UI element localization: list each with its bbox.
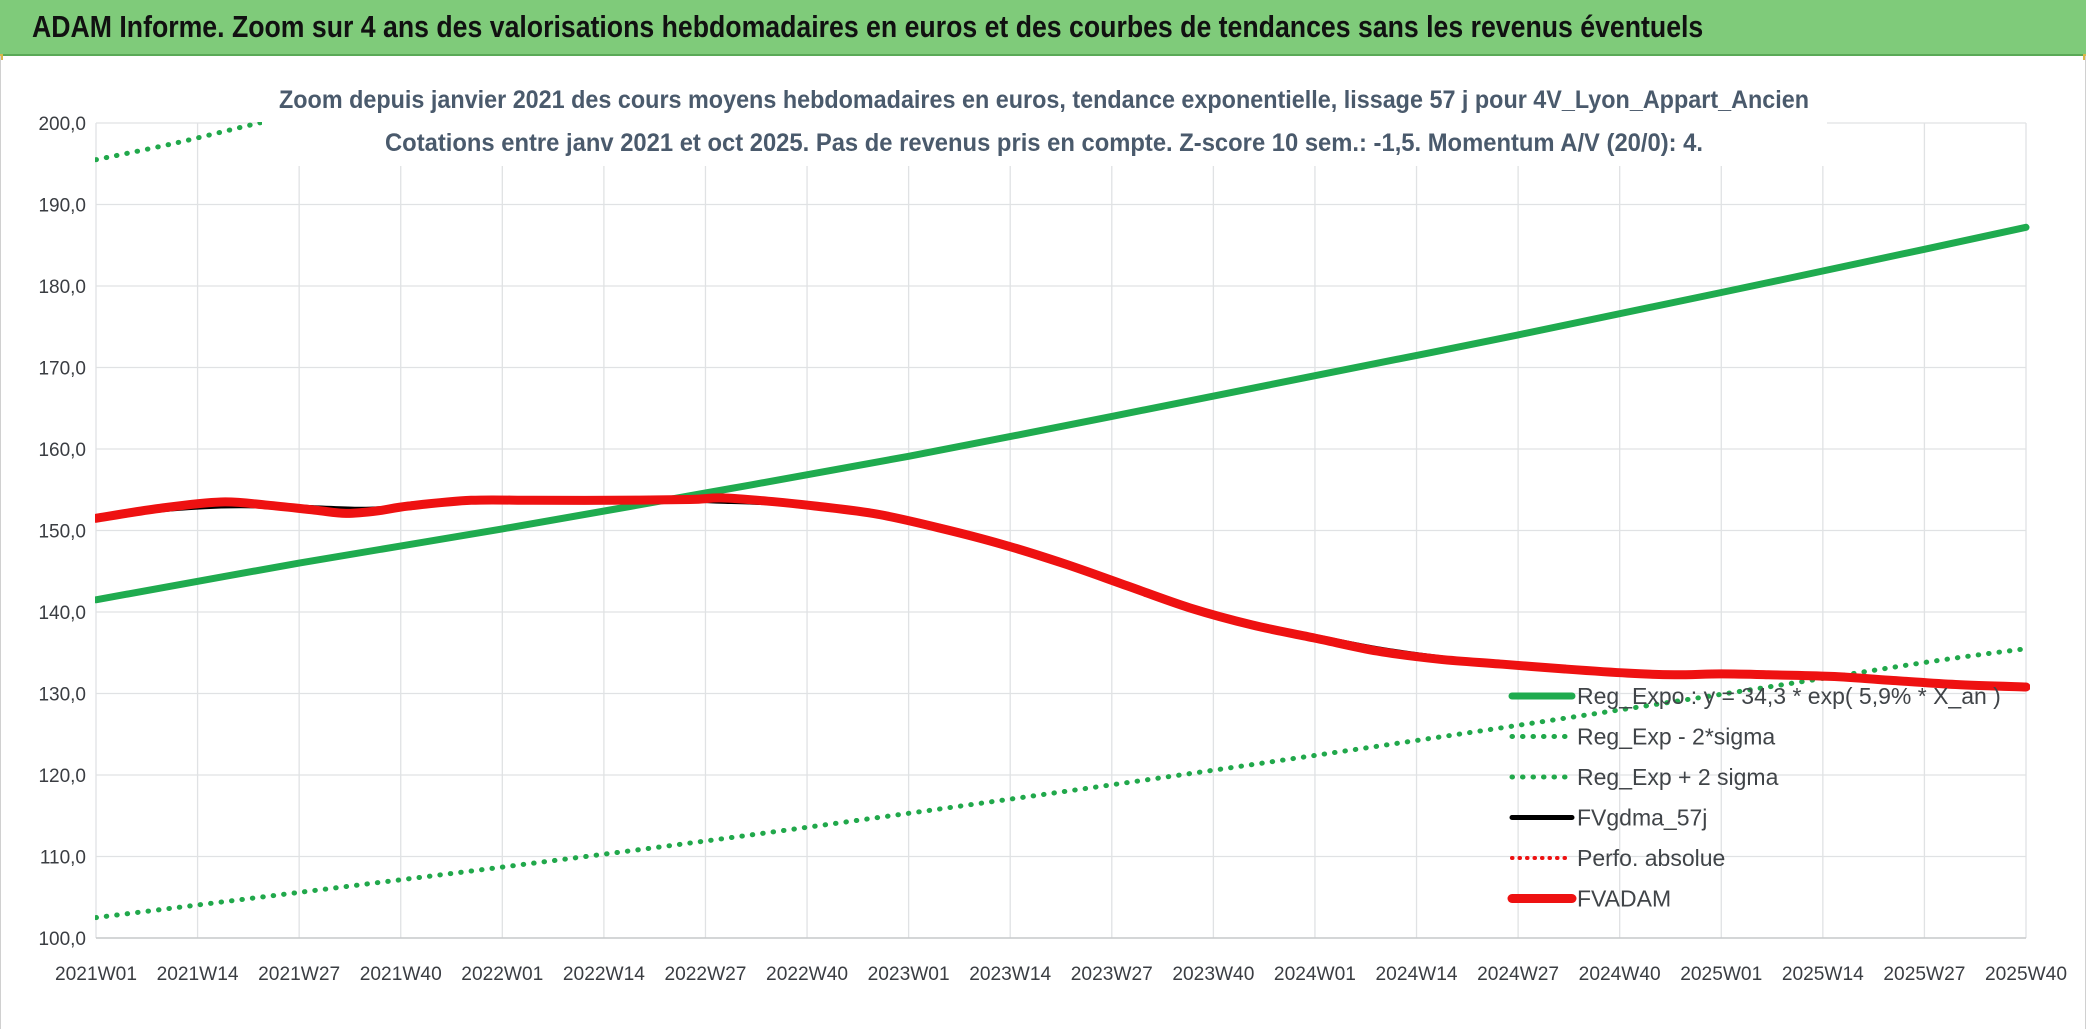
x-tick-label: 2023W01	[868, 964, 950, 985]
grid-layer	[95, 122, 2027, 939]
series-layer	[95, 122, 2030, 921]
legend: Reg_Expo : y = 34,3 * exp( 5,9% * X_an )…	[1507, 683, 2001, 912]
y-tick-label: 160,0	[38, 440, 86, 461]
x-tick-label: 2021W40	[360, 964, 442, 985]
y-tick-label: 150,0	[38, 522, 86, 543]
series-fvgdma-57j	[95, 497, 2029, 690]
legend-label: Reg_Expo : y = 34,3 * exp( 5,9% * X_an )	[1577, 683, 2001, 709]
x-tick-label: 2023W14	[969, 964, 1051, 985]
y-tick-label: 140,0	[38, 603, 86, 624]
corner-marker-left	[0, 54, 3, 60]
x-tick-label: 2021W01	[55, 964, 137, 985]
series-fvadam	[95, 493, 2030, 692]
x-tick-label: 2023W40	[1172, 964, 1254, 985]
y-tick-label: 120,0	[38, 766, 86, 787]
x-tick-label: 2024W40	[1579, 964, 1661, 985]
y-tick-label: 200,0	[38, 114, 86, 135]
x-tick-label: 2024W01	[1274, 964, 1356, 985]
report-banner: ADAM Informe. Zoom sur 4 ans des valoris…	[0, 0, 2086, 56]
axis-layer: 100,0 110,0 120,0 130,0 140,0 150,0 160,0 170,0…	[38, 114, 2067, 985]
x-tick-label: 2021W27	[258, 964, 340, 985]
report-title: ADAM Informe. Zoom sur 4 ans des valoris…	[32, 9, 1704, 44]
legend-label: FVgdma_57j	[1577, 805, 1707, 831]
y-tick-label: 190,0	[38, 196, 86, 217]
legend-label: Perfo. absolue	[1577, 845, 1725, 871]
corner-marker-right	[2083, 54, 2086, 60]
y-tick-label: 110,0	[40, 848, 86, 869]
legend-label: Reg_Exp + 2 sigma	[1577, 764, 1779, 790]
series-reg-expo	[95, 223, 2030, 604]
x-tick-label: 2025W14	[1782, 964, 1864, 985]
x-tick-label: 2022W01	[461, 964, 543, 985]
title-background	[262, 80, 1827, 166]
chart-title-block: Zoom depuis janvier 2021 des cours moyen…	[262, 80, 1827, 166]
x-tick-label: 2022W14	[563, 964, 645, 985]
y-tick-label: 130,0	[38, 685, 86, 706]
x-tick-label: 2021W14	[157, 964, 239, 985]
y-tick-label: 170,0	[38, 359, 86, 380]
legend-label: Reg_Exp - 2*sigma	[1577, 724, 1775, 750]
x-tick-label: 2025W40	[1985, 964, 2067, 985]
chart-subtitle: Cotations entre janv 2021 et oct 2025. P…	[385, 129, 1703, 157]
x-tick-label: 2023W27	[1071, 964, 1153, 985]
x-tick-label: 2024W14	[1376, 964, 1458, 985]
y-tick-label: 100,0	[38, 929, 86, 950]
x-tick-label: 2025W01	[1680, 964, 1762, 985]
chart-title: Zoom depuis janvier 2021 des cours moyen…	[279, 86, 1809, 114]
x-tick-label: 2022W40	[766, 964, 848, 985]
legend-label: FVADAM	[1577, 886, 1671, 912]
x-tick-label: 2024W27	[1477, 964, 1559, 985]
x-tick-label: 2025W27	[1883, 964, 1965, 985]
y-tick-label: 180,0	[38, 277, 86, 298]
series-reg-exp-minus-2sigma	[95, 646, 2029, 921]
x-tick-label: 2022W27	[664, 964, 746, 985]
